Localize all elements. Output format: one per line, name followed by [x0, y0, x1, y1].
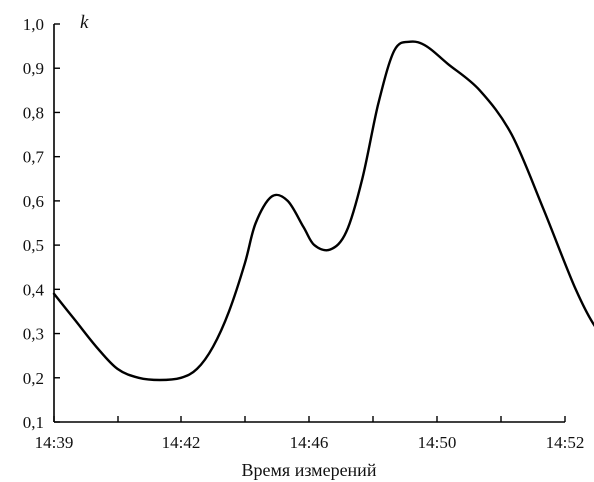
- y-tick-label: 0,6: [23, 192, 44, 211]
- y-tick-label: 0,4: [23, 280, 45, 299]
- series-line: [52, 40, 594, 382]
- x-tick-label: 14:50: [418, 433, 457, 452]
- y-tick-label: 0,2: [23, 369, 44, 388]
- y-tick-label: 0,1: [23, 413, 44, 432]
- y-tick-label: 0,8: [23, 103, 44, 122]
- y-tick-label: 0,5: [23, 236, 44, 255]
- x-tick-label: 14:46: [290, 433, 329, 452]
- x-tick-label: 14:39: [35, 433, 74, 452]
- y-axis-label: k: [80, 12, 89, 33]
- x-axis-ticks: 14:39 14:42 14:46 14:50 14:52: [35, 416, 585, 452]
- y-tick-label: 0,9: [23, 59, 44, 78]
- x-axis-label: Время измерений: [242, 460, 377, 480]
- y-axis-ticks: 0,1 0,2 0,3 0,4 0,5 0,6 0,7 0,8 0,9 1,0: [23, 15, 60, 432]
- y-tick-label: 1,0: [23, 15, 44, 34]
- x-tick-label: 14:42: [162, 433, 201, 452]
- y-tick-label: 0,7: [23, 148, 45, 167]
- y-tick-label: 0,3: [23, 325, 44, 344]
- x-tick-label: 14:52: [546, 433, 585, 452]
